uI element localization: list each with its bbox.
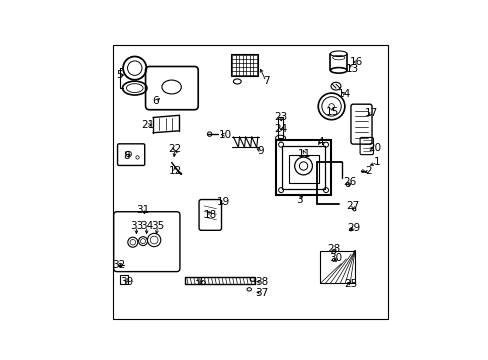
- Text: 20: 20: [367, 143, 381, 153]
- Text: 38: 38: [255, 277, 268, 287]
- Text: 23: 23: [274, 112, 287, 122]
- Text: 16: 16: [349, 57, 363, 67]
- Text: 15: 15: [325, 107, 338, 117]
- Text: 26: 26: [343, 177, 356, 187]
- Text: 33: 33: [129, 221, 142, 231]
- Text: 10: 10: [218, 130, 231, 140]
- Text: 2: 2: [365, 166, 371, 176]
- Text: 25: 25: [344, 279, 357, 289]
- Text: 31: 31: [136, 204, 149, 215]
- Bar: [230, 54, 258, 76]
- Bar: [276, 140, 330, 195]
- Text: 27: 27: [346, 201, 359, 211]
- Text: 11: 11: [297, 149, 311, 158]
- Text: 35: 35: [151, 221, 164, 231]
- Text: 34: 34: [140, 221, 153, 231]
- Text: 29: 29: [346, 222, 360, 233]
- Bar: [120, 275, 128, 284]
- Bar: [277, 117, 283, 138]
- Bar: [320, 251, 354, 283]
- Text: 1: 1: [373, 157, 380, 167]
- Text: 32: 32: [112, 260, 125, 270]
- Text: 9: 9: [257, 146, 264, 156]
- Bar: [282, 146, 324, 189]
- Text: 14: 14: [338, 90, 351, 99]
- Text: 5: 5: [116, 70, 123, 80]
- Text: 6: 6: [152, 96, 159, 107]
- Text: 12: 12: [168, 166, 182, 176]
- Text: 37: 37: [255, 288, 268, 298]
- Text: 24: 24: [274, 123, 287, 134]
- Text: 36: 36: [193, 277, 206, 287]
- Text: 22: 22: [168, 144, 182, 154]
- Text: 7: 7: [262, 76, 269, 86]
- Text: 13: 13: [346, 64, 359, 74]
- Text: 30: 30: [329, 253, 342, 263]
- Text: 39: 39: [120, 277, 133, 287]
- Bar: [185, 278, 255, 284]
- Text: 18: 18: [203, 210, 217, 220]
- Text: 21: 21: [141, 120, 154, 130]
- Text: 4: 4: [317, 136, 323, 147]
- Text: 17: 17: [364, 108, 377, 118]
- Text: 3: 3: [295, 195, 302, 205]
- Text: 28: 28: [327, 244, 340, 254]
- Bar: [288, 155, 318, 183]
- Text: 8: 8: [123, 151, 129, 161]
- Text: 19: 19: [216, 197, 229, 207]
